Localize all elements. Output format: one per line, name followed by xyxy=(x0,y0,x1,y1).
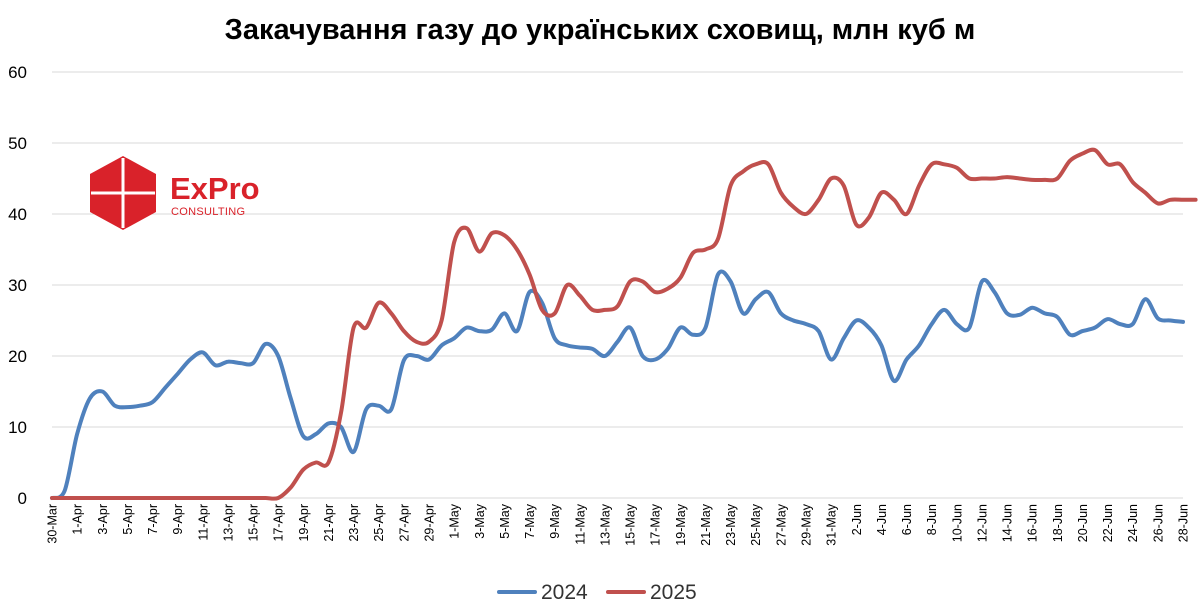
x-tick-label: 25-Apr xyxy=(372,504,386,542)
x-tick-label: 5-May xyxy=(498,503,512,538)
x-tick-label: 25-May xyxy=(749,503,763,545)
chart-title: Закачування газу до українських сховищ, … xyxy=(225,14,976,46)
x-tick-label: 31-May xyxy=(825,503,839,545)
x-tick-label: 10-Jun xyxy=(950,504,964,542)
logo-wordmark: ExPro xyxy=(170,171,260,206)
x-tick-label: 11-May xyxy=(573,503,587,545)
x-tick-label: 19-Apr xyxy=(297,504,311,542)
y-tick-label: 30 xyxy=(8,276,27,295)
legend-label-2025: 2025 xyxy=(650,581,697,604)
x-tick-label: 30-Mar xyxy=(46,504,60,544)
x-tick-label: 3-Apr xyxy=(96,504,110,535)
x-tick-label: 28-Jun xyxy=(1177,504,1191,542)
x-tick-label: 18-Jun xyxy=(1051,504,1065,542)
x-tick-label: 23-May xyxy=(724,503,738,545)
x-tick-label: 2-Jun xyxy=(850,504,864,535)
x-tick-label: 22-Jun xyxy=(1101,504,1115,542)
series-lines xyxy=(50,147,1198,501)
x-tick-label: 21-May xyxy=(699,503,713,545)
legend-label-2024: 2024 xyxy=(541,581,588,604)
x-tick-label: 6-Jun xyxy=(900,504,914,535)
x-tick-label: 26-Jun xyxy=(1151,504,1165,542)
y-axis-ticks: 0 10 20 30 40 50 60 xyxy=(8,63,27,508)
x-tick-label: 17-Apr xyxy=(272,504,286,542)
x-tick-label: 8-Jun xyxy=(925,504,939,535)
y-tick-label: 40 xyxy=(8,205,27,224)
x-tick-label: 7-May xyxy=(523,503,537,538)
y-tick-label: 50 xyxy=(8,134,27,153)
x-tick-label: 5-Apr xyxy=(121,504,135,535)
x-tick-label: 3-May xyxy=(473,503,487,538)
x-tick-label: 7-Apr xyxy=(146,504,160,535)
x-tick-label: 4-Jun xyxy=(875,504,889,535)
x-tick-label: 1-Apr xyxy=(71,504,85,535)
x-axis-ticks: 30-Mar 1-Apr 3-Apr 5-Apr 7-Apr 9-Apr 11-Apr 13-… xyxy=(46,503,1191,545)
x-tick-label: 29-May xyxy=(800,503,814,545)
y-tick-label: 10 xyxy=(8,418,27,437)
x-tick-label: 1-May xyxy=(448,503,462,538)
x-tick-label: 16-Jun xyxy=(1026,504,1040,542)
series-line-2024 xyxy=(50,269,1185,500)
expro-logo: ExPro CONSULTING xyxy=(90,156,260,230)
y-tick-label: 60 xyxy=(8,63,27,82)
x-tick-label: 27-May xyxy=(774,503,788,545)
y-tick-label: 20 xyxy=(8,347,27,366)
x-tick-label: 23-Apr xyxy=(347,504,361,542)
x-tick-label: 13-Apr xyxy=(221,504,235,542)
x-tick-label: 19-May xyxy=(674,503,688,545)
gridlines xyxy=(52,71,1183,428)
x-tick-label: 14-Jun xyxy=(1001,504,1015,542)
x-tick-label: 13-May xyxy=(598,503,612,545)
x-tick-label: 21-Apr xyxy=(322,504,336,542)
x-tick-label: 11-Apr xyxy=(196,504,210,541)
x-tick-label: 15-May xyxy=(624,503,638,545)
legend: 2024 2025 xyxy=(497,581,697,604)
x-tick-label: 9-Apr xyxy=(171,504,185,535)
x-tick-label: 9-May xyxy=(548,503,562,538)
x-tick-label: 20-Jun xyxy=(1076,504,1090,542)
y-tick-label: 0 xyxy=(18,489,27,508)
x-tick-label: 27-Apr xyxy=(397,504,411,542)
logo-subtitle: CONSULTING xyxy=(171,206,245,218)
series-line-2025 xyxy=(50,147,1198,501)
x-tick-label: 29-Apr xyxy=(423,504,437,542)
x-tick-label: 17-May xyxy=(649,503,663,545)
x-tick-label: 12-Jun xyxy=(975,504,989,542)
x-tick-label: 15-Apr xyxy=(247,504,261,542)
x-tick-label: 24-Jun xyxy=(1126,504,1140,542)
